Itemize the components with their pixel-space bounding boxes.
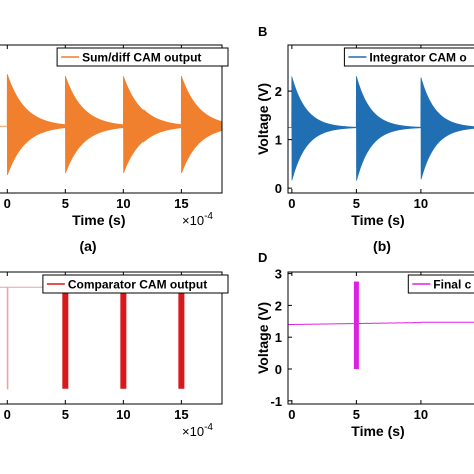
- legend-label: Final c: [433, 278, 471, 292]
- legend: Sum/diff CAM output: [56, 47, 229, 67]
- x-exponent-base: ×10: [182, 424, 204, 439]
- legend-label: Comparator CAM output: [68, 278, 207, 292]
- x-tick-label: 5: [62, 196, 69, 211]
- y-tick-label: 3: [275, 267, 282, 282]
- x-axis-label: Time (s): [351, 212, 404, 228]
- x-tick-label: 15: [174, 196, 188, 211]
- x-tick-label: 5: [353, 196, 360, 211]
- y-axis-label: Voltage (V): [255, 302, 271, 374]
- caption-b: (b): [373, 238, 391, 254]
- panel-label-d: D: [258, 250, 267, 265]
- plot-frame: [0, 44, 223, 194]
- pulse-bar: [178, 290, 185, 389]
- panel-label-b: B: [258, 24, 267, 39]
- x-tick-label: 0: [288, 407, 295, 422]
- legend-box: [407, 274, 474, 294]
- legend-label: Integrator CAM o: [369, 51, 466, 65]
- x-tick-label: 15: [174, 407, 188, 422]
- x-exponent: ×10-4: [182, 211, 213, 228]
- panel-a-sum-diff-chart: 0 5 10 15 Time (s) ×10-4 Sum/diff CAM output: [0, 44, 229, 228]
- y-axis-label: Voltage (V): [255, 83, 271, 155]
- x-tick-label: 10: [116, 196, 130, 211]
- y-tick-label: 2: [275, 84, 282, 99]
- pulse-bar: [120, 290, 127, 389]
- plot-frame: [0, 271, 223, 405]
- caption-a: (a): [79, 238, 96, 254]
- x-tick-label: 10: [414, 407, 428, 422]
- panel-d-final-chart: 0 5 10 -1 0 1 2 3 Time (s) Voltage (V) Final c: [255, 267, 474, 439]
- y-tick-label: 1: [275, 133, 282, 148]
- x-axis-label: Time (s): [351, 423, 404, 439]
- panel-b-integrator-chart: 0 5 10 0 1 2 Time (s) Voltage (V) Integrator CAM…: [255, 44, 474, 228]
- y-tick-label: 0: [275, 362, 282, 377]
- x-tick-label: 0: [4, 196, 11, 211]
- series-line: [288, 321, 474, 326]
- legend-box: [56, 47, 229, 67]
- y-tick-label: 1: [275, 330, 282, 345]
- plot-frame: [287, 271, 474, 405]
- x-tick-label: 5: [353, 407, 360, 422]
- legend: Integrator CAM o: [343, 47, 474, 67]
- x-tick-label: 10: [116, 407, 130, 422]
- x-tick-label: 10: [414, 196, 428, 211]
- series-line: [0, 286, 222, 390]
- x-exponent: ×10-4: [182, 422, 213, 439]
- y-tick-label: 2: [275, 298, 282, 313]
- x-exponent-power: -4: [204, 211, 213, 222]
- series-line: [288, 76, 474, 181]
- legend-box: [343, 47, 474, 67]
- legend-box: [42, 274, 229, 294]
- legend: Final c: [407, 274, 474, 294]
- x-tick-label: 0: [4, 407, 11, 422]
- x-exponent-power: -4: [204, 422, 213, 433]
- x-axis-label: Time (s): [72, 212, 125, 228]
- pulse-bar: [62, 290, 69, 389]
- legend: Comparator CAM output: [42, 274, 229, 294]
- x-tick-label: 5: [62, 407, 69, 422]
- plot-frame: [287, 44, 474, 194]
- x-tick-label: 0: [288, 196, 295, 211]
- y-tick-label: -1: [270, 394, 282, 409]
- pulse-bar: [353, 281, 359, 370]
- y-tick-label: 0: [275, 181, 282, 196]
- series-line: [0, 74, 223, 176]
- x-exponent-base: ×10: [182, 213, 204, 228]
- legend-label: Sum/diff CAM output: [82, 51, 201, 65]
